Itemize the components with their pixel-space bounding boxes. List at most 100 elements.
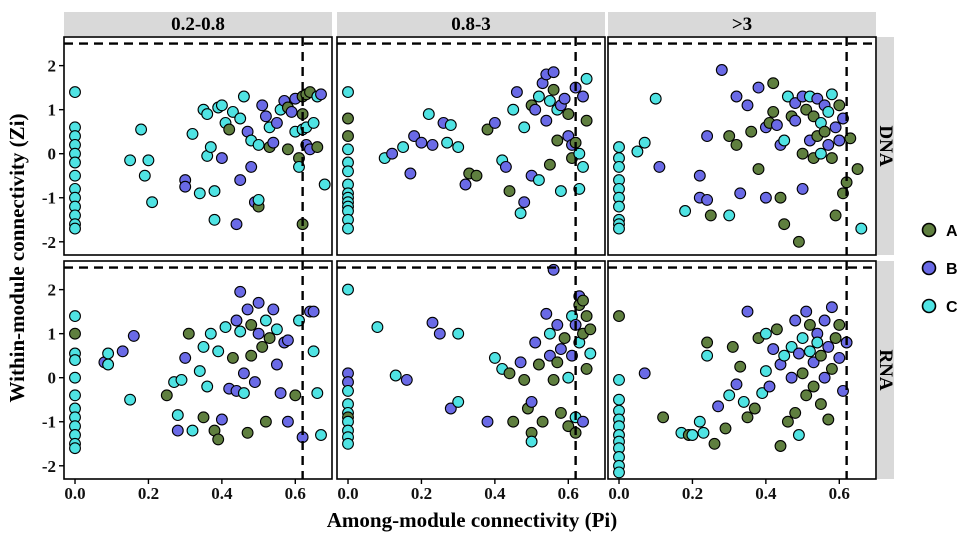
data-point-C	[686, 429, 699, 441]
column-strip-label: 0.2-0.8	[171, 14, 225, 35]
data-point-B	[829, 121, 842, 134]
data-point-B	[267, 136, 280, 149]
data-point-C	[252, 193, 265, 206]
data-point-C	[193, 365, 206, 378]
data-point-A	[818, 125, 831, 138]
data-point-C	[452, 327, 465, 340]
data-point-A	[259, 415, 272, 428]
data-point-B	[752, 81, 765, 94]
data-point-C	[613, 373, 625, 386]
data-point-A	[470, 169, 483, 182]
data-point-B	[499, 160, 512, 173]
y-tick-label: 1	[48, 101, 57, 120]
panel-frame	[607, 36, 877, 256]
data-point-B	[237, 367, 250, 380]
data-point-B	[540, 307, 553, 320]
data-point-A	[562, 108, 575, 121]
legend-key-A	[921, 222, 937, 238]
legend-label-A: A	[946, 223, 958, 240]
data-point-C	[613, 160, 625, 173]
data-point-C	[613, 222, 625, 235]
data-point-C	[270, 323, 283, 336]
data-point-C	[69, 389, 81, 402]
data-point-B	[818, 371, 831, 384]
data-point-A	[807, 110, 820, 123]
data-point-B	[577, 415, 589, 428]
data-point-B	[415, 136, 428, 149]
data-point-B	[653, 160, 666, 173]
data-point-B	[734, 187, 747, 200]
data-point-B	[510, 86, 523, 99]
data-point-A	[767, 77, 780, 90]
data-point-C	[212, 345, 225, 358]
data-point-C	[631, 145, 644, 158]
data-point-C	[175, 373, 188, 386]
data-point-A	[562, 420, 575, 433]
data-point-A	[342, 112, 354, 125]
data-point-B	[270, 358, 283, 371]
data-point-A	[770, 323, 783, 336]
y-tick-label: 0	[48, 369, 57, 388]
data-point-C	[138, 169, 151, 182]
data-point-B	[529, 103, 542, 116]
data-point-C	[554, 185, 567, 198]
data-point-B	[529, 336, 542, 349]
data-point-C	[507, 103, 520, 116]
x-tick-label: 0.2	[138, 484, 159, 503]
data-point-A	[547, 83, 560, 96]
data-point-A	[814, 349, 827, 362]
data-point-C	[778, 134, 791, 147]
data-point-B	[818, 314, 831, 327]
data-point-A	[613, 310, 625, 323]
data-point-C	[397, 141, 410, 154]
x-tick-label: 0.4	[211, 484, 233, 503]
y-tick-label: 2	[48, 281, 57, 300]
data-point-A	[551, 356, 564, 369]
data-point-A	[741, 411, 754, 424]
x-tick-label: 0.0	[64, 484, 85, 503]
data-point-A	[584, 323, 597, 336]
data-point-B	[518, 196, 531, 209]
data-point-A	[580, 362, 593, 375]
data-point-C	[697, 426, 710, 439]
data-point-C	[796, 332, 809, 345]
data-point-B	[241, 303, 254, 316]
y-tick-label: 0	[48, 145, 57, 164]
data-point-A	[518, 373, 531, 386]
x-tick-label: 0.0	[337, 484, 358, 503]
data-point-C	[693, 415, 706, 428]
data-point-C	[855, 222, 868, 235]
data-point-B	[767, 343, 780, 356]
data-point-C	[186, 127, 199, 140]
data-point-C	[814, 147, 827, 160]
data-point-B	[270, 116, 283, 129]
data-point-B	[525, 395, 538, 408]
data-point-A	[829, 332, 842, 345]
data-point-B	[822, 138, 835, 151]
facet-panel	[336, 260, 606, 480]
data-point-C	[69, 354, 81, 367]
data-point-C	[342, 165, 354, 178]
data-point-C	[69, 222, 81, 235]
data-point-A	[708, 437, 721, 450]
facet-strips: 0.2-0.8 0.8-3 >3 DNA RNA	[64, 12, 896, 479]
data-point-A	[503, 185, 516, 198]
data-point-C	[204, 327, 217, 340]
data-point-B	[252, 296, 265, 309]
data-point-B	[638, 367, 651, 380]
x-tick-label: 0.2	[411, 484, 432, 503]
data-point-B	[807, 356, 820, 369]
data-point-B	[833, 134, 846, 147]
data-point-C	[208, 213, 221, 226]
data-point-A	[814, 398, 827, 411]
y-axis-title: Within-module connectivity (Zi)	[5, 114, 29, 403]
data-point-A	[551, 134, 564, 147]
data-point-C	[822, 105, 835, 118]
data-point-C	[679, 205, 692, 217]
data-point-C	[102, 347, 115, 360]
data-point-C	[226, 105, 239, 118]
facet-panel	[63, 260, 333, 480]
data-point-B	[763, 380, 776, 393]
data-point-B	[741, 305, 754, 318]
data-point-C	[737, 395, 750, 408]
